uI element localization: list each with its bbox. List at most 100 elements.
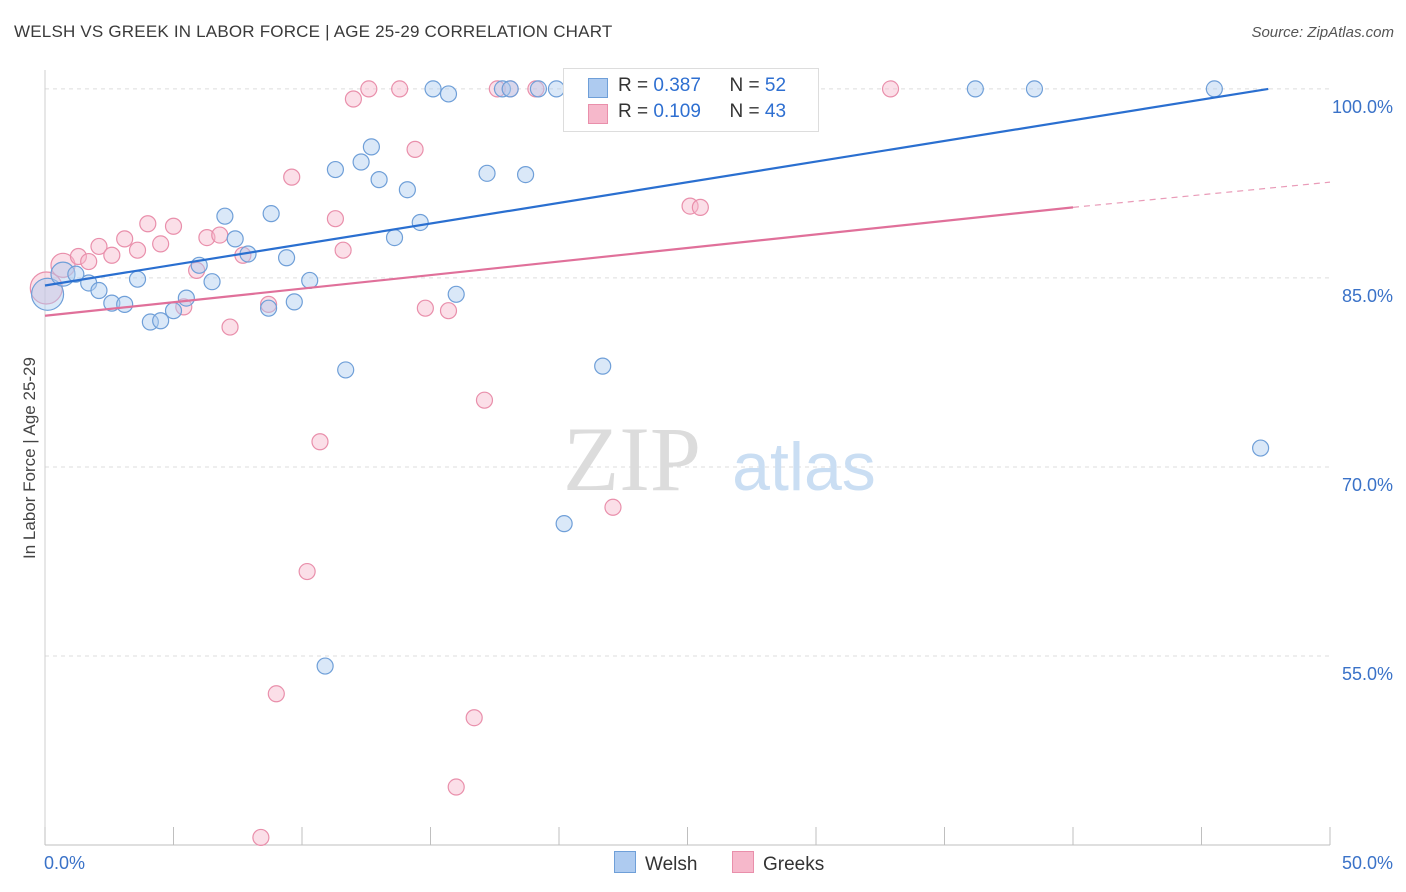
greeks-n-value: 43: [764, 101, 787, 122]
y-tick-label-0: 100.0%: [1332, 97, 1393, 117]
welsh-point-18: [262, 205, 280, 223]
watermark-atlas: atlas: [732, 429, 876, 505]
welsh-r-value: 0.387: [653, 75, 701, 96]
welsh-trend-line: [44, 87, 1269, 287]
greeks-point-8: [139, 215, 157, 233]
welsh-point-22: [316, 657, 334, 675]
welsh-point-49: [1025, 80, 1044, 98]
greeks-point-24: [334, 241, 352, 259]
welsh-point-37: [516, 165, 535, 184]
greeks-swatch: [588, 104, 608, 124]
y-tick-label-3: 55.0%: [1342, 664, 1393, 684]
welsh-point-0: [30, 277, 65, 311]
welsh-point-30: [411, 213, 429, 232]
welsh-point-2: [67, 265, 85, 283]
legend-greeks-swatch: [732, 851, 754, 873]
greeks-point-33: [475, 391, 494, 409]
legend-welsh-swatch: [614, 851, 636, 873]
greeks-point-29: [416, 299, 434, 317]
greeks-point-30: [439, 302, 458, 320]
legend-greeks[interactable]: Greeks: [732, 851, 824, 876]
stats-box: R = 0.387 N = 52 R = 0.109 N = 43: [563, 68, 819, 132]
welsh-point-24: [337, 361, 355, 379]
welsh-point-5: [103, 294, 121, 312]
legend-welsh-label: Welsh: [645, 854, 698, 875]
greeks-point-15: [221, 318, 239, 336]
welsh-n-label: N =: [729, 75, 760, 96]
x-tick-label-0: 0.0%: [44, 853, 85, 873]
greeks-point-2: [69, 247, 88, 266]
greeks-point-17: [252, 828, 270, 847]
welsh-point-29: [398, 181, 416, 199]
welsh-point-9: [152, 312, 170, 330]
welsh-point-33: [447, 285, 465, 303]
greeks-point-4: [90, 237, 108, 256]
trend-lines: [44, 87, 1331, 317]
welsh-point-36: [501, 80, 519, 98]
grid-lines: [45, 88, 1330, 657]
welsh-point-28: [385, 229, 404, 247]
greeks-trend-line: [44, 206, 1074, 317]
welsh-point-23: [326, 160, 345, 179]
chart-title: WELSH VS GREEK IN LABOR FORCE | AGE 25-2…: [14, 22, 613, 41]
welsh-point-7: [128, 270, 147, 288]
welsh-point-19: [277, 249, 296, 267]
welsh-point-21: [301, 271, 319, 290]
greeks-point-1: [50, 252, 76, 278]
welsh-point-40: [555, 515, 573, 533]
greeks-point-41: [691, 198, 709, 216]
welsh-point-20: [285, 293, 303, 311]
watermark: ZIP atlas: [563, 408, 876, 510]
welsh-point-13: [203, 273, 221, 291]
greeks-point-42: [881, 80, 900, 98]
welsh-point-15: [226, 230, 244, 248]
welsh-point-50: [1205, 80, 1223, 98]
greeks-r-value: 0.109: [653, 101, 701, 122]
greeks-point-5: [103, 246, 121, 264]
greeks-n-label: N =: [729, 101, 760, 122]
greeks-point-31: [447, 778, 465, 796]
greeks-point-39: [604, 498, 622, 516]
greeks-point-7: [128, 241, 147, 259]
greeks-point-20: [283, 168, 301, 186]
legend-greeks-label: Greeks: [763, 854, 825, 875]
greeks-point-10: [164, 217, 183, 235]
greeks-r-label: R =: [618, 101, 649, 122]
welsh-point-4: [90, 281, 108, 300]
legend-welsh[interactable]: Welsh: [614, 851, 697, 876]
welsh-n-value: 52: [764, 75, 787, 96]
welsh-swatch: [588, 78, 608, 98]
welsh-point-51: [1252, 439, 1270, 457]
greeks-point-14: [211, 226, 229, 244]
y-tick-label-1: 85.0%: [1342, 286, 1393, 306]
welsh-point-17: [259, 299, 278, 317]
tick-labels: 100.0% 85.0% 70.0% 55.0% 0.0% 50.0%: [44, 97, 1393, 873]
greeks-point-13: [198, 229, 216, 247]
greeks-point-27: [391, 80, 409, 98]
greeks-point-9: [152, 235, 170, 253]
greeks-point-22: [311, 433, 329, 451]
welsh-point-38: [529, 80, 548, 98]
greeks-points: [29, 80, 900, 847]
welsh-point-42: [594, 357, 612, 375]
welsh-point-10: [164, 302, 183, 320]
greeks-point-23: [326, 210, 345, 228]
watermark-zip: ZIP: [563, 408, 701, 510]
welsh-points: [30, 80, 1270, 675]
welsh-point-25: [352, 153, 370, 171]
x-tick-label-1: 50.0%: [1342, 853, 1393, 873]
welsh-point-32: [439, 85, 458, 103]
greeks-point-28: [406, 140, 424, 158]
welsh-point-11: [177, 289, 195, 307]
welsh-point-27: [370, 171, 388, 189]
welsh-point-14: [216, 207, 234, 225]
greeks-trend-extension: [1072, 181, 1331, 208]
welsh-point-6: [116, 295, 134, 313]
greeks-point-25: [344, 90, 362, 108]
welsh-point-31: [424, 80, 442, 98]
welsh-point-48: [966, 80, 984, 98]
source-label: Source: ZipAtlas.com: [1251, 24, 1394, 41]
y-tick-label-2: 70.0%: [1342, 475, 1393, 495]
greeks-point-26: [360, 80, 378, 98]
